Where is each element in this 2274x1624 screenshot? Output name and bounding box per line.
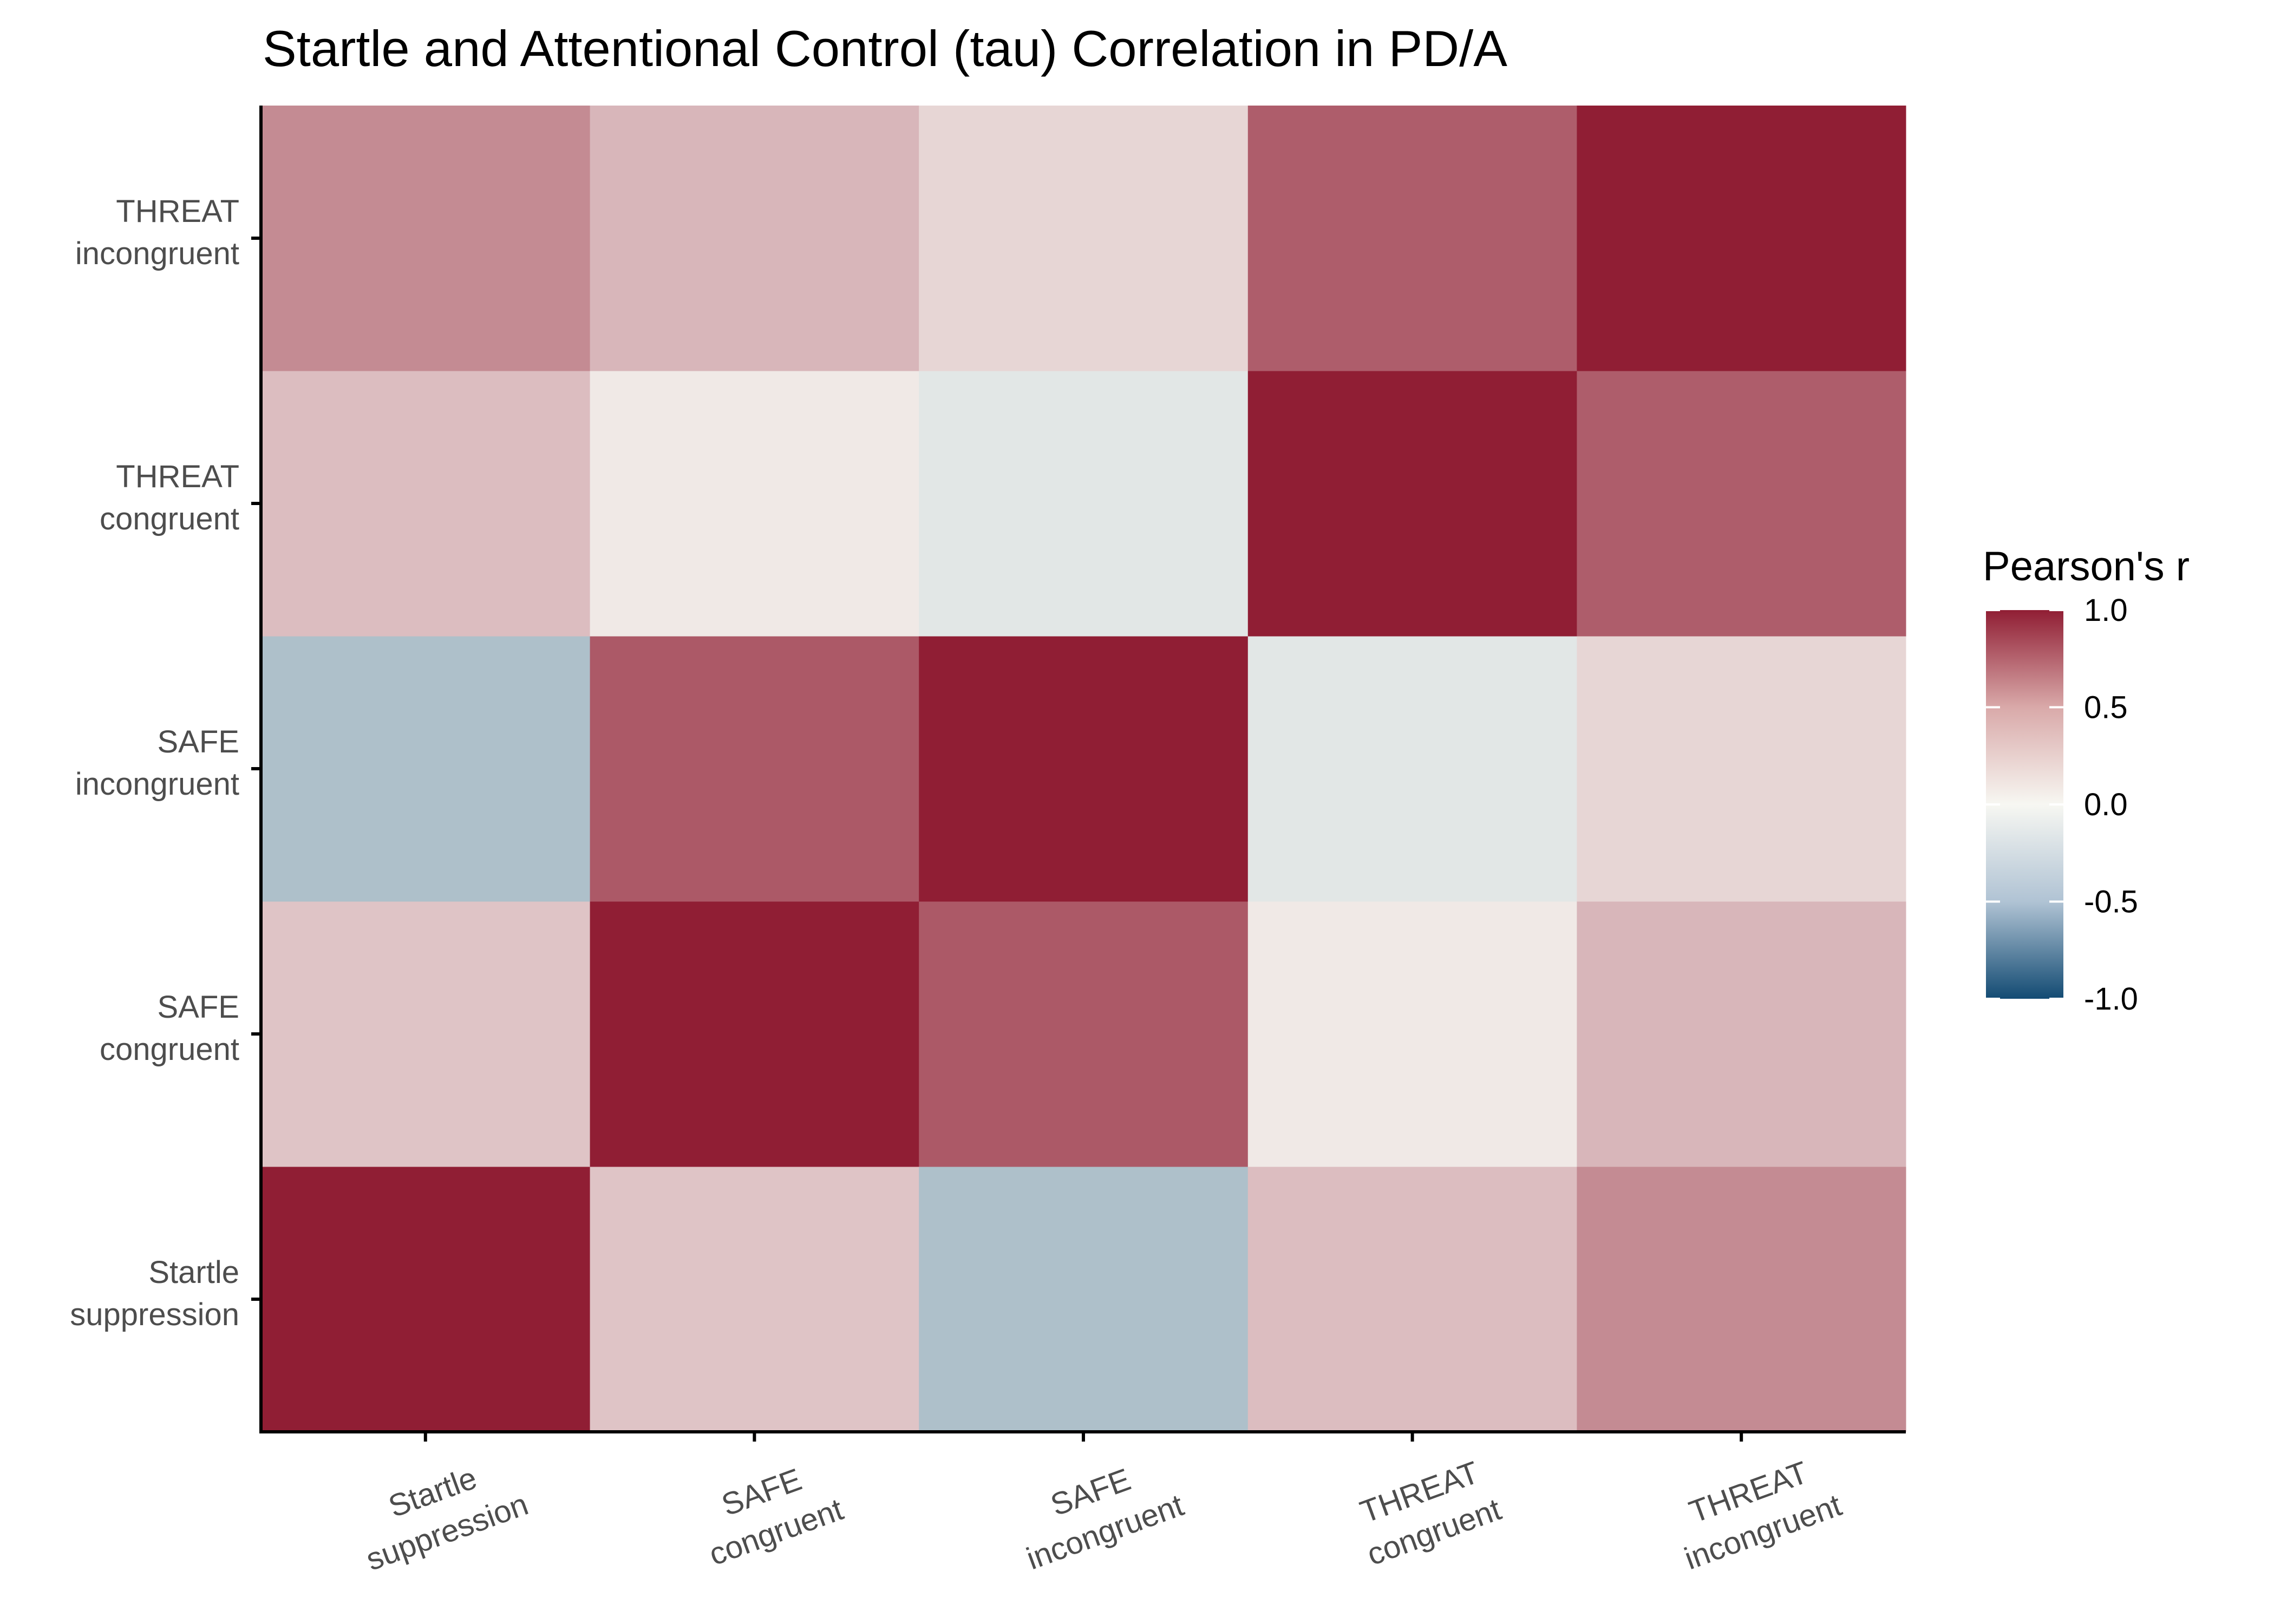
legend-tick-label: -0.5: [2084, 885, 2138, 920]
heatmap-cell: [261, 106, 591, 371]
y-tick-label: SAFE congruent: [100, 990, 239, 1067]
heatmap-cell: [261, 371, 591, 637]
chart-title: Startle and Attentional Control (tau) Co…: [263, 20, 1507, 77]
x-axis-ticks: Startlesuppression SAFEcongruent SAFEincon…: [347, 1432, 1846, 1577]
heatmap-cell: [919, 636, 1249, 902]
y-tick-label: THREAT incongruent: [75, 194, 239, 271]
legend-title: Pearson's r: [1983, 543, 2190, 590]
heatmap-cell: [919, 1167, 1249, 1432]
heatmap-cell: [1247, 1167, 1577, 1432]
heatmap-cell: [1247, 636, 1577, 902]
y-tick-label: SAFE incongruent: [75, 724, 239, 802]
heatmap-cell: [1247, 371, 1577, 637]
heatmap-cell: [590, 636, 919, 902]
heatmap-cell: [261, 636, 591, 902]
heatmap-cell: [1247, 901, 1577, 1167]
heatmap-cells: [261, 106, 1906, 1432]
y-tick-label: THREAT congruent: [100, 459, 239, 536]
heatmap-cell: [1577, 371, 1906, 637]
color-legend: Pearson's r 1.0 0.5 0.0 -0.5 -1.0: [1983, 543, 2190, 1017]
heatmap-cell: [1577, 901, 1906, 1167]
heatmap-cell: [1577, 636, 1906, 902]
legend-tick-label: 0.0: [2084, 787, 2128, 822]
legend-tick-label: 1.0: [2084, 593, 2128, 628]
legend-tick-label: 0.5: [2084, 690, 2128, 725]
x-tick-label: SAFEincongruent: [1008, 1448, 1188, 1576]
x-tick-label: THREATincongruent: [1665, 1448, 1846, 1576]
legend-ticks: 1.0 0.5 0.0 -0.5 -1.0: [1986, 593, 2138, 1017]
x-tick-label: THREATcongruent: [1348, 1452, 1506, 1573]
heatmap-cell: [590, 106, 919, 371]
heatmap-cell: [261, 1167, 591, 1432]
y-axis-ticks: Startle suppression SAFE congruent SAFE incon…: [70, 194, 261, 1332]
legend-tick-label: -1.0: [2084, 981, 2138, 1017]
heatmap-cell: [919, 106, 1249, 371]
heatmap-cell: [1247, 106, 1577, 371]
heatmap-cell: [590, 371, 919, 637]
heatmap-cell: [1577, 106, 1906, 371]
heatmap-cell: [919, 371, 1249, 637]
x-tick-label: Startlesuppression: [347, 1447, 533, 1577]
x-tick-label: SAFEcongruent: [690, 1452, 847, 1573]
heatmap-cell: [919, 901, 1249, 1167]
y-tick-label: Startle suppression: [70, 1255, 239, 1332]
heatmap-cell: [590, 1167, 919, 1432]
heatmap-cell: [590, 901, 919, 1167]
heatmap-cell: [1577, 1167, 1906, 1432]
heatmap-cell: [261, 901, 591, 1167]
